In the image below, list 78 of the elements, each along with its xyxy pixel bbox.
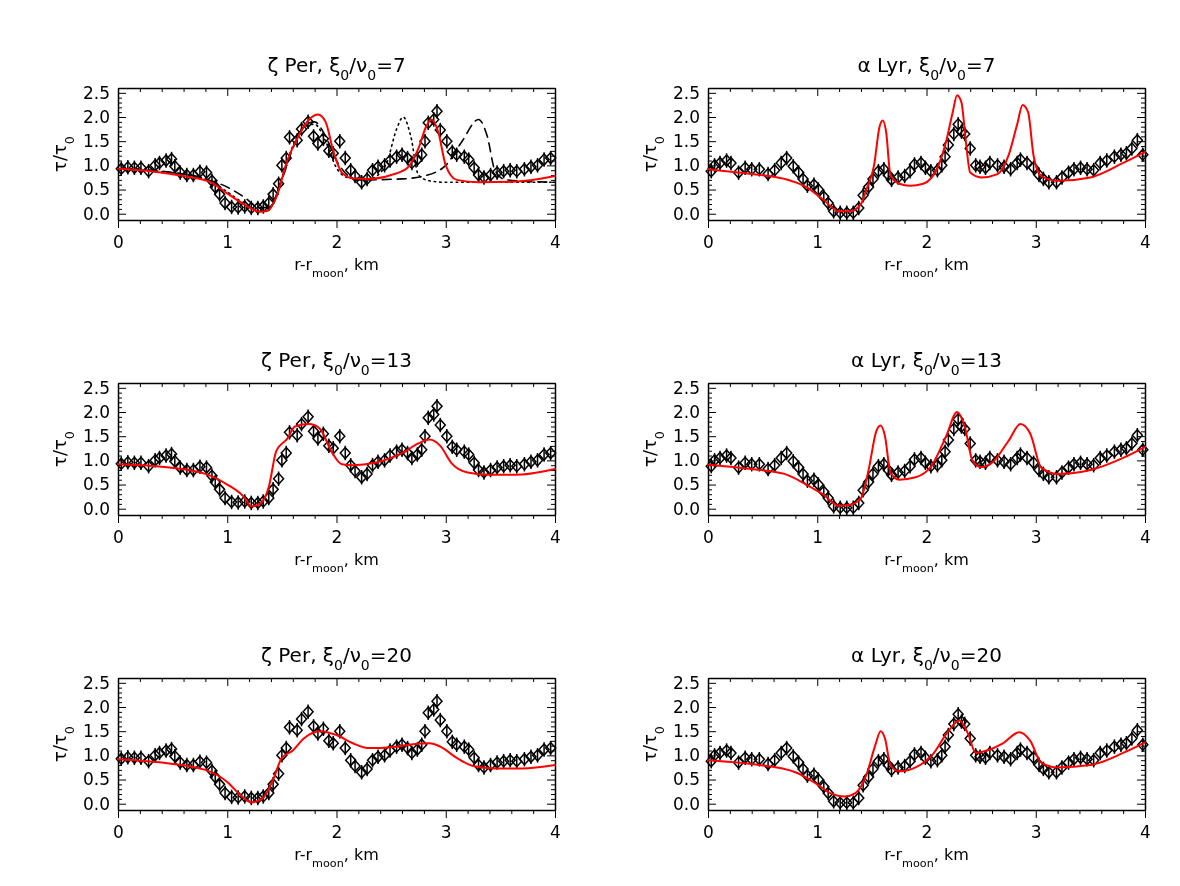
y-tick-label: 2.5 [82, 672, 110, 693]
y-tick-label: 1.0 [672, 450, 700, 471]
y-tick-label: 1.0 [82, 155, 110, 176]
x-tick-label: 0 [113, 231, 124, 252]
y-tick-label: 0.0 [82, 793, 110, 814]
y-tick-label: 2.0 [672, 106, 700, 127]
y-tick-label: 1.0 [672, 155, 700, 176]
x-tick-label: 3 [440, 231, 452, 252]
x-tick-label: 1 [812, 231, 824, 252]
x-axis-title: r-r$_{moon}$, km [884, 255, 969, 280]
x-tick-label: 2 [331, 821, 343, 842]
x-tick-label: 0 [113, 526, 124, 547]
y-tick-label: 2.0 [672, 696, 700, 717]
x-tick-label: 0 [703, 526, 714, 547]
x-tick-label: 3 [440, 526, 452, 547]
x-tick-label: 1 [812, 821, 824, 842]
y-tick-label: 0.5 [82, 769, 110, 790]
y-tick-label: 0.0 [672, 203, 700, 224]
x-tick-label: 3 [1030, 821, 1042, 842]
y-tick-label: 2.0 [82, 401, 110, 422]
x-axis-title: r-r$_{moon}$, km [884, 845, 969, 870]
x-tick-label: 2 [331, 526, 343, 547]
x-tick-label: 0 [113, 821, 124, 842]
x-tick-label: 2 [921, 821, 933, 842]
y-tick-label: 1.0 [672, 745, 700, 766]
x-tick-label: 4 [1140, 231, 1151, 252]
x-tick-label: 1 [812, 526, 824, 547]
x-tick-label: 3 [1030, 526, 1042, 547]
y-tick-label: 2.5 [672, 82, 700, 103]
chart-title: ζ Per, ξ$_{0}$/ν$_{0}$=13 [261, 348, 412, 378]
x-tick-label: 4 [550, 231, 561, 252]
y-tick-label: 1.5 [82, 721, 110, 742]
x-tick-label: 4 [1140, 821, 1151, 842]
y-tick-label: 0.0 [672, 498, 700, 519]
y-tick-label: 2.5 [672, 672, 700, 693]
chart-title: ζ Per, ξ$_{0}$/ν$_{0}$=7 [267, 53, 406, 83]
y-tick-label: 1.5 [82, 426, 110, 447]
x-tick-label: 1 [222, 526, 234, 547]
y-tick-label: 2.0 [672, 401, 700, 422]
x-tick-label: 2 [921, 526, 933, 547]
x-tick-label: 4 [1140, 526, 1151, 547]
y-tick-label: 0.0 [82, 498, 110, 519]
y-tick-label: 2.0 [82, 696, 110, 717]
x-tick-label: 1 [222, 231, 234, 252]
x-tick-label: 2 [331, 231, 343, 252]
x-tick-label: 3 [440, 821, 452, 842]
y-tick-label: 0.0 [672, 793, 700, 814]
chart-title: ζ Per, ξ$_{0}$/ν$_{0}$=20 [261, 643, 412, 673]
y-tick-label: 1.5 [672, 721, 700, 742]
y-tick-label: 1.5 [672, 426, 700, 447]
y-tick-label: 0.5 [82, 474, 110, 495]
x-axis-title: r-r$_{moon}$, km [294, 255, 379, 280]
y-tick-label: 0.0 [82, 203, 110, 224]
y-tick-label: 2.5 [672, 377, 700, 398]
x-tick-label: 1 [222, 821, 234, 842]
x-tick-label: 4 [550, 526, 561, 547]
y-tick-label: 2.5 [82, 82, 110, 103]
x-tick-label: 0 [703, 231, 714, 252]
y-tick-label: 0.5 [672, 179, 700, 200]
x-tick-label: 0 [703, 821, 714, 842]
y-tick-label: 0.5 [672, 474, 700, 495]
x-axis-title: r-r$_{moon}$, km [294, 845, 379, 870]
x-axis-title: r-r$_{moon}$, km [294, 550, 379, 575]
chart-title: α Lyr, ξ$_{0}$/ν$_{0}$=13 [851, 348, 1002, 378]
x-tick-label: 2 [921, 231, 933, 252]
x-tick-label: 4 [550, 821, 561, 842]
y-tick-label: 2.5 [82, 377, 110, 398]
x-tick-label: 3 [1030, 231, 1042, 252]
y-tick-label: 1.5 [672, 131, 700, 152]
x-axis-title: r-r$_{moon}$, km [884, 550, 969, 575]
chart-title: α Lyr, ξ$_{0}$/ν$_{0}$=20 [851, 643, 1002, 673]
y-tick-label: 1.0 [82, 745, 110, 766]
y-tick-label: 2.0 [82, 106, 110, 127]
chart-title: α Lyr, ξ$_{0}$/ν$_{0}$=7 [857, 53, 996, 83]
y-tick-label: 0.5 [82, 179, 110, 200]
y-tick-label: 0.5 [672, 769, 700, 790]
y-tick-label: 1.5 [82, 131, 110, 152]
y-tick-label: 1.0 [82, 450, 110, 471]
